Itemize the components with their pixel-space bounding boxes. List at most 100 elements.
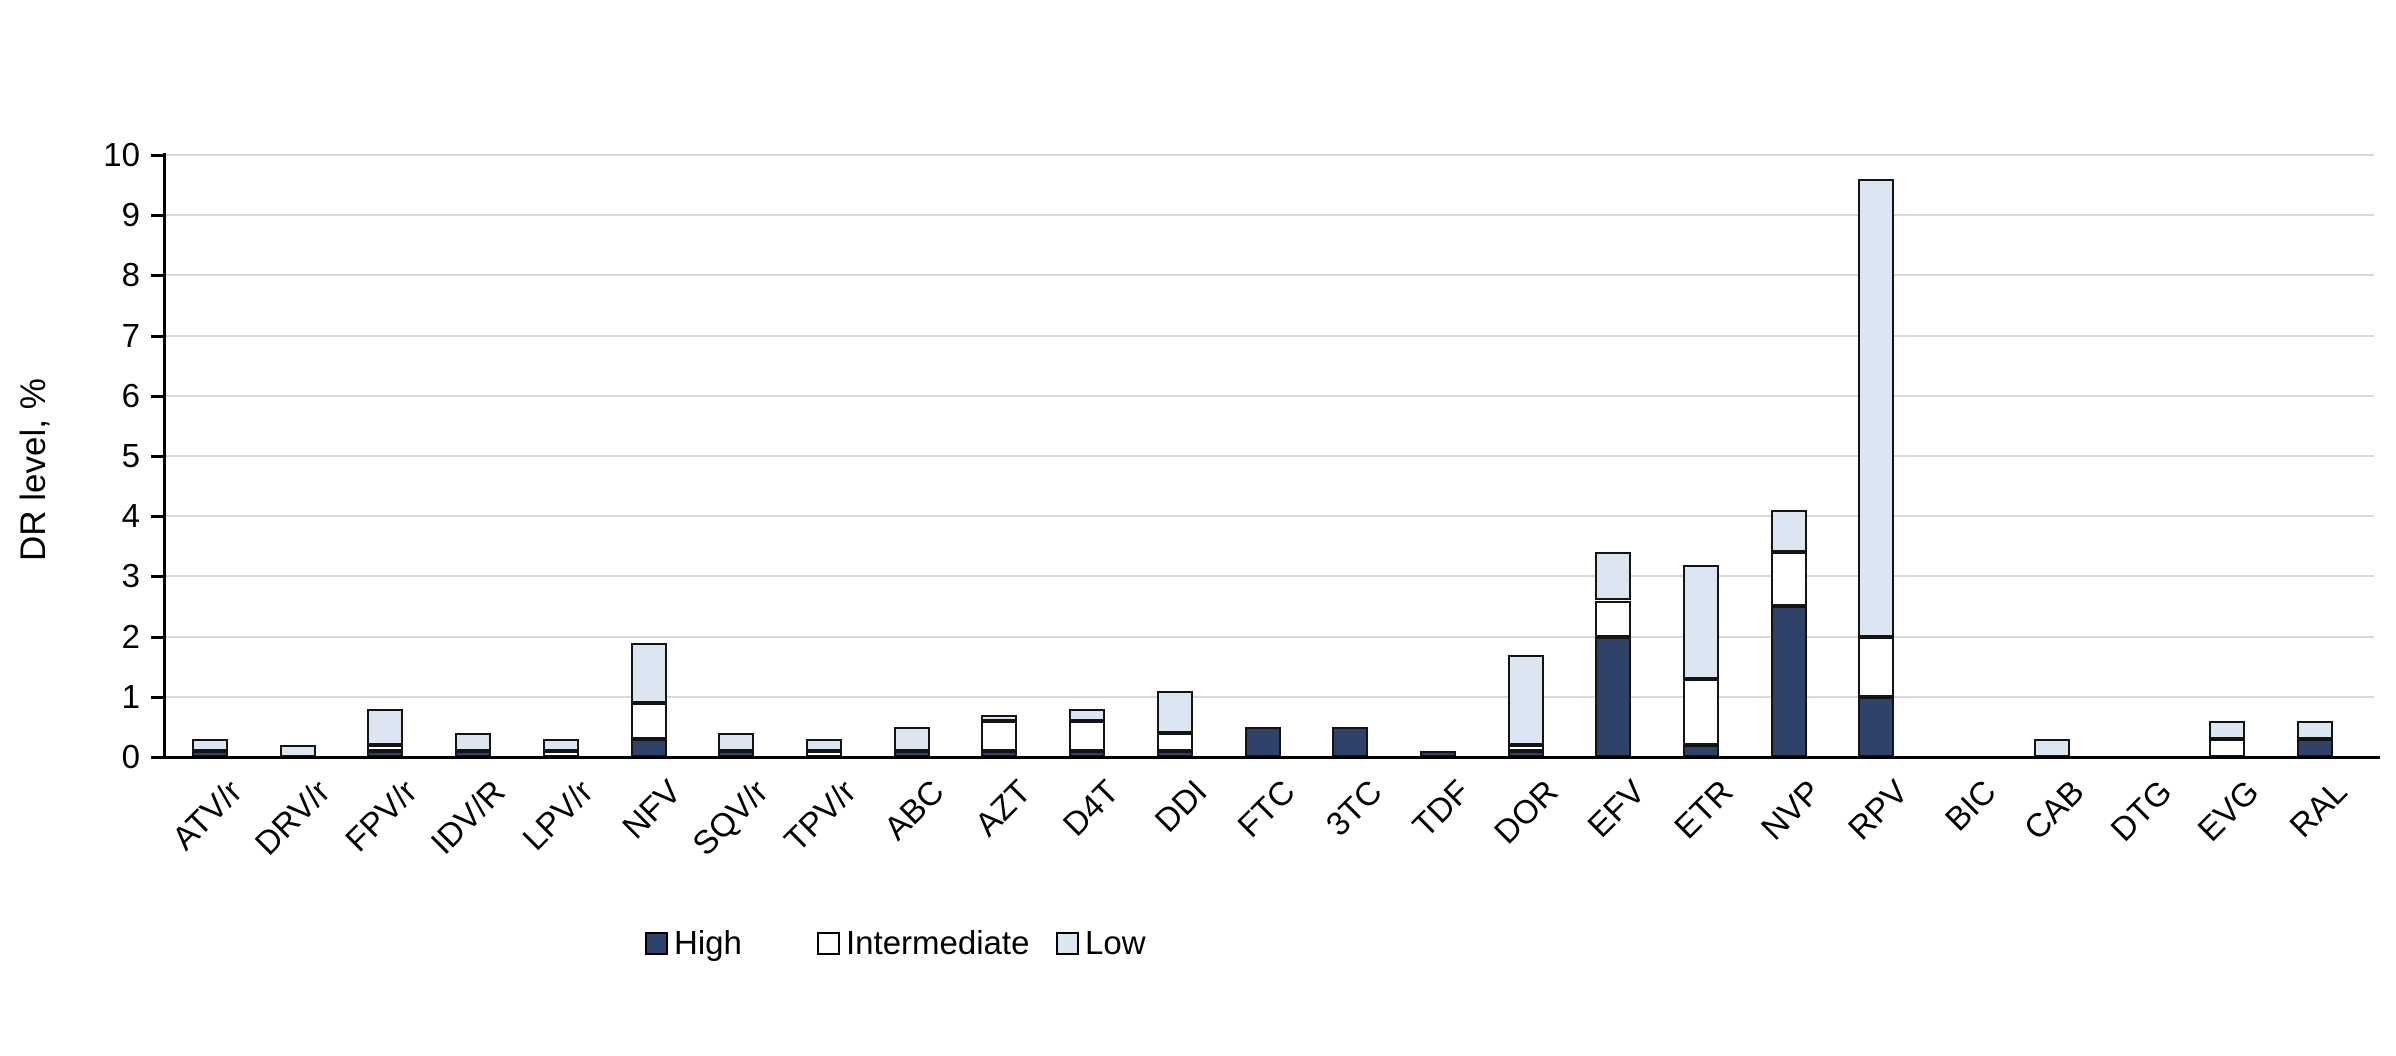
x-label-3tc: 3TC — [1318, 772, 1389, 843]
gridline-y-8 — [165, 274, 2374, 276]
x-label-atv-r: ATV/r — [164, 772, 249, 857]
bar-efv-low — [1595, 552, 1631, 600]
legend-label-intermediate: Intermediate — [846, 924, 1030, 961]
gridline-y-7 — [165, 335, 2374, 337]
bar-ral-high — [2297, 739, 2333, 757]
bar-tpv-r-low — [806, 739, 842, 751]
bar-rpv-high — [1858, 697, 1894, 757]
gridline-y-3 — [165, 575, 2374, 577]
bar-sqv-r-low — [718, 733, 754, 751]
bar-nfv-intermediate — [631, 703, 667, 739]
x-label-azt: AZT — [967, 772, 1038, 843]
bar-nfv-low — [631, 643, 667, 703]
legend-swatch-intermediate — [817, 931, 840, 955]
bar-etr-low — [1683, 565, 1719, 679]
legend-item-high: High — [645, 925, 742, 961]
y-tick-label-0: 0 — [121, 738, 140, 775]
y-tick-7 — [151, 335, 163, 338]
bar-atv-r-low — [192, 739, 228, 751]
y-axis-title: DR level, % — [14, 378, 53, 561]
bar-efv-high — [1595, 637, 1631, 757]
bar-rpv-low — [1858, 179, 1894, 637]
x-label-efv: EFV — [1580, 772, 1652, 845]
y-tick-label-2: 2 — [121, 618, 140, 655]
y-tick-3 — [151, 575, 163, 578]
bar-ddi-intermediate — [1157, 733, 1193, 751]
bar-abc-low — [894, 727, 930, 751]
y-tick-label-1: 1 — [121, 678, 140, 715]
x-axis-line — [163, 756, 2380, 759]
y-tick-label-5: 5 — [121, 437, 140, 474]
y-tick-label-3: 3 — [121, 557, 140, 594]
bar-ral-low — [2297, 721, 2333, 739]
x-label-drv-r: DRV/r — [247, 772, 337, 862]
x-label-fpv-r: FPV/r — [337, 772, 424, 859]
bar-idv-r-low — [455, 733, 491, 751]
y-tick-9 — [151, 214, 163, 217]
legend-swatch-high — [645, 931, 668, 955]
gridline-y-10 — [165, 154, 2374, 156]
y-tick-label-9: 9 — [121, 196, 140, 233]
bar-dor-intermediate — [1508, 745, 1544, 751]
x-label-idv-r: IDV/R — [423, 772, 512, 861]
x-label-evg: EVG — [2190, 772, 2266, 849]
chart-legend: High Intermediate Low — [0, 925, 2396, 965]
bar-evg-low — [2209, 721, 2245, 739]
x-label-sqv-r: SQV/r — [685, 772, 775, 863]
bar-cab-low — [2034, 739, 2070, 757]
legend-swatch-low — [1056, 931, 1079, 955]
bar-evg-intermediate — [2209, 739, 2245, 757]
bar-efv-intermediate — [1595, 601, 1631, 637]
y-tick-label-8: 8 — [121, 256, 140, 293]
bar-dor-low — [1508, 655, 1544, 745]
x-label-rpv: RPV — [1840, 772, 1915, 847]
bar-azt-intermediate — [981, 721, 1017, 751]
y-tick-label-7: 7 — [121, 317, 140, 354]
y-tick-2 — [151, 636, 163, 639]
bar-nvp-intermediate — [1771, 552, 1807, 606]
bar-nvp-low — [1771, 510, 1807, 552]
bar-3tc-high — [1332, 727, 1368, 757]
x-label-bic: BIC — [1937, 772, 2003, 838]
x-label-etr: ETR — [1666, 772, 1740, 846]
bar-nfv-high — [631, 739, 667, 757]
x-label-nfv: NFV — [614, 772, 688, 846]
gridline-y-5 — [165, 455, 2374, 457]
y-tick-0 — [151, 756, 163, 759]
bar-azt-low — [981, 715, 1017, 721]
gridline-y-1 — [165, 696, 2374, 698]
x-label-ral: RAL — [2282, 772, 2354, 845]
y-tick-label-10: 10 — [103, 136, 140, 173]
bar-ddi-low — [1157, 691, 1193, 733]
x-label-cab: CAB — [2016, 772, 2091, 847]
y-tick-5 — [151, 455, 163, 458]
y-tick-label-6: 6 — [121, 377, 140, 414]
x-label-lpv-r: LPV/r — [515, 772, 600, 858]
bar-etr-intermediate — [1683, 679, 1719, 745]
legend-label-low: Low — [1085, 924, 1146, 961]
x-label-nvp: NVP — [1753, 772, 1828, 847]
x-label-tpv-r: TPV/r — [776, 772, 863, 859]
legend-item-low: Low — [1056, 925, 1146, 961]
x-label-abc: ABC — [876, 772, 951, 847]
gridline-y-4 — [165, 515, 2374, 517]
y-tick-6 — [151, 395, 163, 398]
bar-nvp-high — [1771, 606, 1807, 757]
bar-fpv-r-low — [367, 709, 403, 745]
bar-d4t-low — [1069, 709, 1105, 721]
x-label-dor: DOR — [1486, 772, 1565, 851]
bar-lpv-r-low — [543, 739, 579, 751]
y-tick-8 — [151, 274, 163, 277]
x-label-tdf: TDF — [1405, 772, 1477, 845]
y-tick-label-4: 4 — [121, 497, 140, 534]
y-axis-line — [163, 153, 166, 759]
x-label-ftc: FTC — [1230, 772, 1302, 845]
x-label-d4t: D4T — [1055, 772, 1126, 843]
bar-d4t-intermediate — [1069, 721, 1105, 751]
bar-fpv-r-intermediate — [367, 745, 403, 751]
gridline-y-2 — [165, 636, 2374, 638]
x-label-ddi: DDI — [1147, 772, 1214, 839]
bar-ftc-high — [1245, 727, 1281, 757]
